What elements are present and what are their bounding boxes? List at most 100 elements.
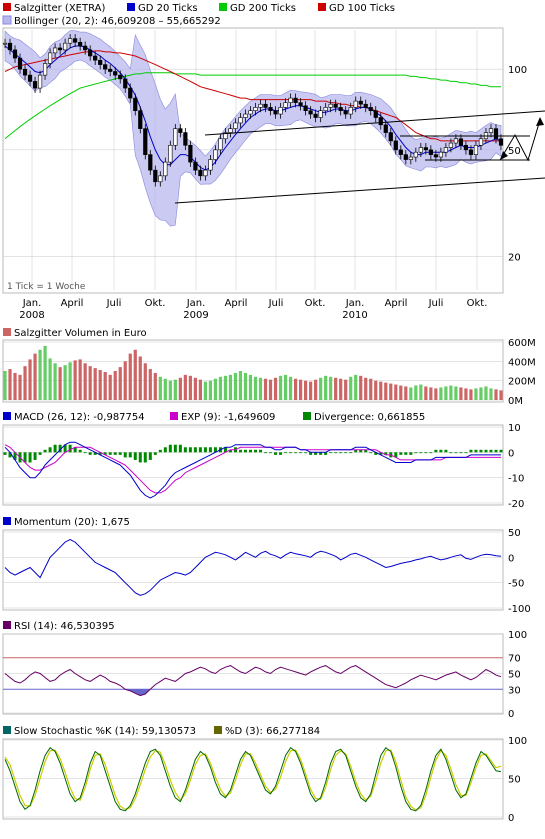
volume-bar	[464, 388, 468, 400]
candle-body	[263, 103, 268, 108]
volume-bar	[178, 377, 182, 400]
candle-body	[248, 110, 253, 115]
divergence-bar	[464, 452, 468, 454]
y-tick-label: -100	[508, 604, 531, 615]
legend-gd20: GD 20 Ticks	[138, 3, 198, 14]
volume-bar	[394, 384, 398, 400]
candle-body	[83, 45, 88, 51]
divergence-bar	[63, 444, 67, 453]
divergence-bar	[28, 452, 32, 463]
volume-bar	[349, 376, 353, 400]
divergence-bar	[193, 447, 197, 453]
divergence-bar	[264, 452, 268, 454]
volume-bar	[83, 363, 87, 400]
candle-body	[408, 156, 413, 160]
candle-body	[438, 151, 443, 158]
divergence-bar	[123, 452, 127, 458]
volume-bar	[334, 377, 338, 400]
candle-body	[293, 97, 298, 103]
volume-plot-frame	[2, 339, 504, 403]
candle-body	[258, 103, 263, 108]
candle-body	[213, 149, 218, 160]
divergence-bar	[3, 452, 7, 455]
divergence-bar	[53, 444, 57, 453]
y-tick-label: 0	[508, 448, 514, 459]
lower-trendline	[174, 177, 545, 204]
divergence-bar	[489, 449, 493, 453]
candle-body	[198, 169, 203, 177]
upper-trendline	[204, 110, 545, 136]
macd-panel: MACD (26, 12): -0,987754 EXP (9): -1,649…	[2, 412, 524, 510]
rsi-line	[4, 665, 502, 697]
divergence-bar	[399, 452, 403, 455]
volume-bar	[499, 390, 503, 400]
candle-body	[233, 122, 238, 129]
legend-rsi: RSI (14): 46,530395	[14, 621, 115, 632]
volume-bar	[283, 374, 288, 400]
candle-body	[58, 47, 63, 51]
candle-body	[268, 107, 273, 111]
divergence-bar	[474, 449, 478, 453]
candle-body	[383, 124, 388, 133]
volume-bar	[53, 363, 57, 400]
x-label-april-2009: April	[225, 298, 248, 309]
divergence-bar	[259, 449, 263, 453]
x-year-2010: 2010	[342, 310, 367, 321]
x-label-jan-2010: Jan.	[345, 298, 365, 309]
momentum-plot-frame	[2, 529, 504, 611]
volume-bar	[148, 369, 152, 400]
legend-swatch-gd200	[219, 3, 227, 11]
momentum-y-ticks: 50 0 -50 -100	[508, 528, 531, 615]
volume-bar	[253, 376, 258, 400]
volume-bar	[103, 371, 107, 400]
price-y-ticks: 100 50 20	[508, 65, 527, 263]
legend-macd: MACD (26, 12): -0,987754	[14, 412, 145, 423]
y-tick-label: 50	[508, 775, 521, 786]
candle-body	[298, 102, 303, 107]
candle-body	[348, 107, 353, 115]
candle-body	[32, 81, 38, 89]
candle-body	[463, 144, 469, 151]
volume-bar	[128, 353, 132, 400]
divergence-bar	[379, 452, 383, 455]
volume-bar	[374, 380, 378, 400]
candle-body	[368, 107, 373, 111]
divergence-bar	[339, 452, 343, 454]
volume-bar	[329, 376, 333, 400]
candle-body	[253, 107, 258, 111]
y-tick-label: -20	[508, 499, 524, 510]
divergence-bar	[108, 452, 112, 455]
divergence-bar	[243, 449, 247, 453]
candle-body	[278, 107, 283, 115]
candle-body	[7, 42, 13, 51]
divergence-bar	[334, 452, 338, 454]
candle-body	[478, 138, 484, 146]
projection-arrowhead-small	[500, 151, 508, 160]
y-tick-label: 400M	[508, 357, 536, 368]
candle-body	[428, 149, 433, 155]
divergence-bar	[213, 447, 217, 453]
candle-body	[343, 110, 348, 115]
candle-body	[63, 42, 68, 51]
volume-bar	[434, 388, 438, 400]
y-tick-label: 20	[508, 253, 521, 264]
projection-arrowhead	[536, 117, 544, 126]
legend-swatch-divergence	[303, 412, 311, 420]
divergence-bar	[38, 452, 42, 455]
candle-body	[223, 132, 228, 140]
volume-bar	[88, 366, 92, 400]
volume-bar	[459, 387, 463, 400]
volume-bar	[479, 387, 483, 400]
volume-bar	[143, 363, 147, 400]
divergence-bar	[284, 452, 288, 454]
volume-bar	[409, 387, 413, 400]
divergence-bar	[198, 447, 202, 453]
divergence-bar	[138, 452, 142, 463]
volume-bar	[203, 381, 208, 400]
divergence-bar	[454, 452, 458, 454]
candle-body	[423, 147, 428, 151]
candle-body	[178, 128, 183, 133]
divergence-bar	[178, 444, 182, 453]
divergence-bar	[429, 452, 433, 454]
x-label-okt-2010: Okt.	[467, 298, 488, 309]
